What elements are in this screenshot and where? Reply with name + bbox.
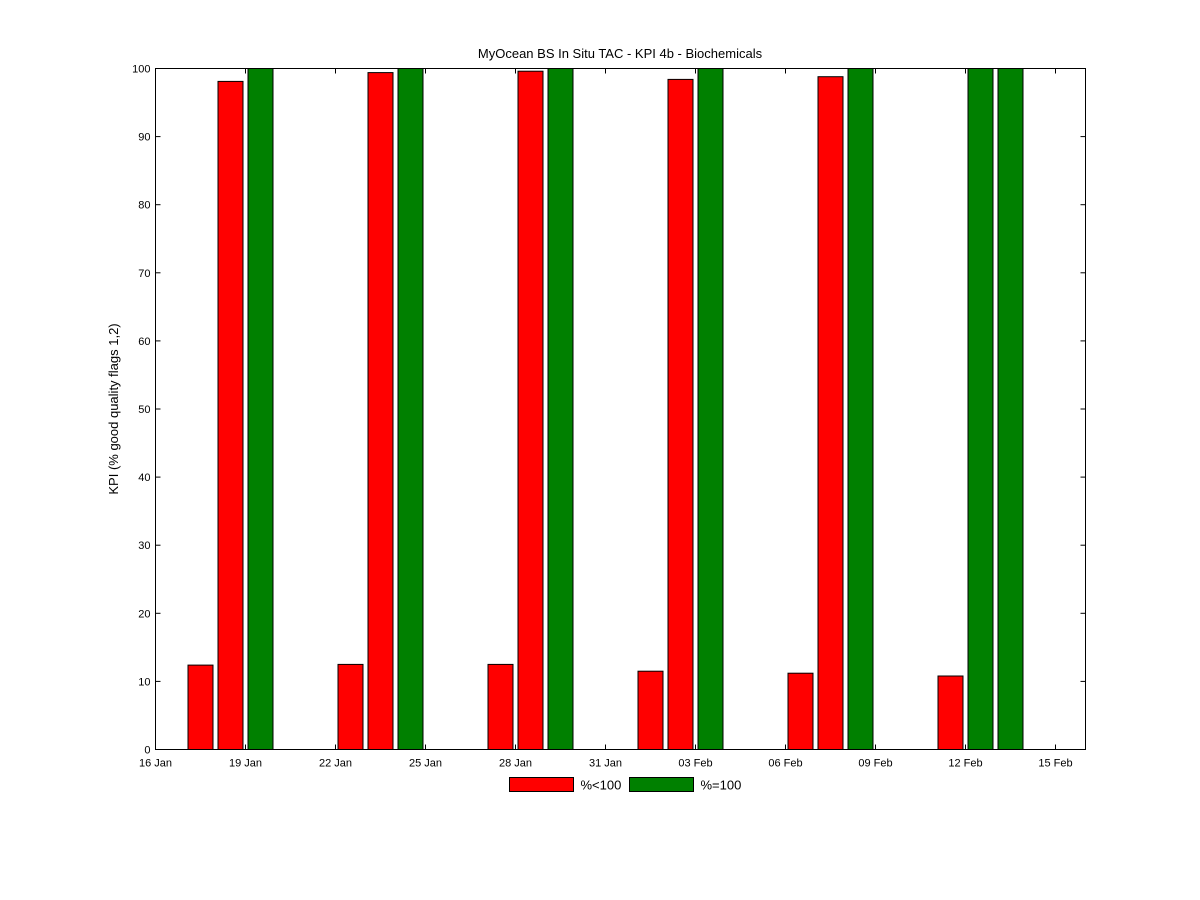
ticks-layer: 0 10 20 30 40 50 60 70 80 90 100 16 Jan 19 Jan 22 Jan… [132,64,1086,770]
bar-equal-100 [697,68,724,750]
legend-swatch [629,777,694,792]
y-tick-label: 60 [138,336,150,348]
legend-label: %=100 [701,778,742,793]
y-tick-label: 80 [138,200,150,212]
legend-swatch [509,777,574,792]
bar-below-100 [217,80,244,750]
bar-below-100 [367,72,394,751]
x-tick-label: 12 Feb [948,758,982,770]
chart-title: MyOcean BS In Situ TAC - KPI 4b - Bioche… [478,46,763,61]
bar-below-100 [937,675,964,750]
bar-below-100 [487,663,514,751]
y-tick-label: 0 [144,745,150,757]
bar-equal-100 [247,68,274,750]
y-tick-label: 90 [138,132,150,144]
x-tick-label: 19 Jan [229,758,262,770]
y-tick-label: 10 [138,676,150,688]
bar-equal-100 [397,68,424,750]
bar-equal-100 [997,68,1024,750]
y-tick-label: 70 [138,268,150,280]
bar-below-100 [667,78,694,750]
y-tick-label: 20 [138,608,150,620]
x-tick-label: 22 Jan [319,758,352,770]
bar-equal-100 [967,68,994,750]
plot-area-frame [155,68,1086,750]
x-tick-label: 28 Jan [499,758,532,770]
y-tick-label: 100 [132,64,150,76]
bar-below-100 [337,663,364,751]
y-axis-label: KPI (% good quality flags 1,2) [106,323,121,494]
bar-below-100 [187,664,214,750]
bar-below-100 [637,670,664,751]
y-tick-label: 40 [138,472,150,484]
x-tick-label: 09 Feb [858,758,892,770]
x-tick-label: 06 Feb [768,758,802,770]
bar-equal-100 [847,68,874,750]
bar-below-100 [787,672,814,751]
y-tick-label: 30 [138,540,150,552]
legend: %<100 %=100 [509,777,742,793]
legend-label: %<100 [581,778,622,793]
x-tick-label: 25 Jan [409,758,442,770]
bar-below-100 [517,70,544,750]
x-tick-label: 16 Jan [139,758,172,770]
y-tick-label: 50 [138,404,150,416]
x-tick-label: 15 Feb [1038,758,1072,770]
x-tick-label: 31 Jan [589,758,622,770]
bar-equal-100 [547,68,574,750]
bar-below-100 [817,76,844,750]
bars-layer [187,68,1024,751]
x-tick-label: 03 Feb [678,758,712,770]
